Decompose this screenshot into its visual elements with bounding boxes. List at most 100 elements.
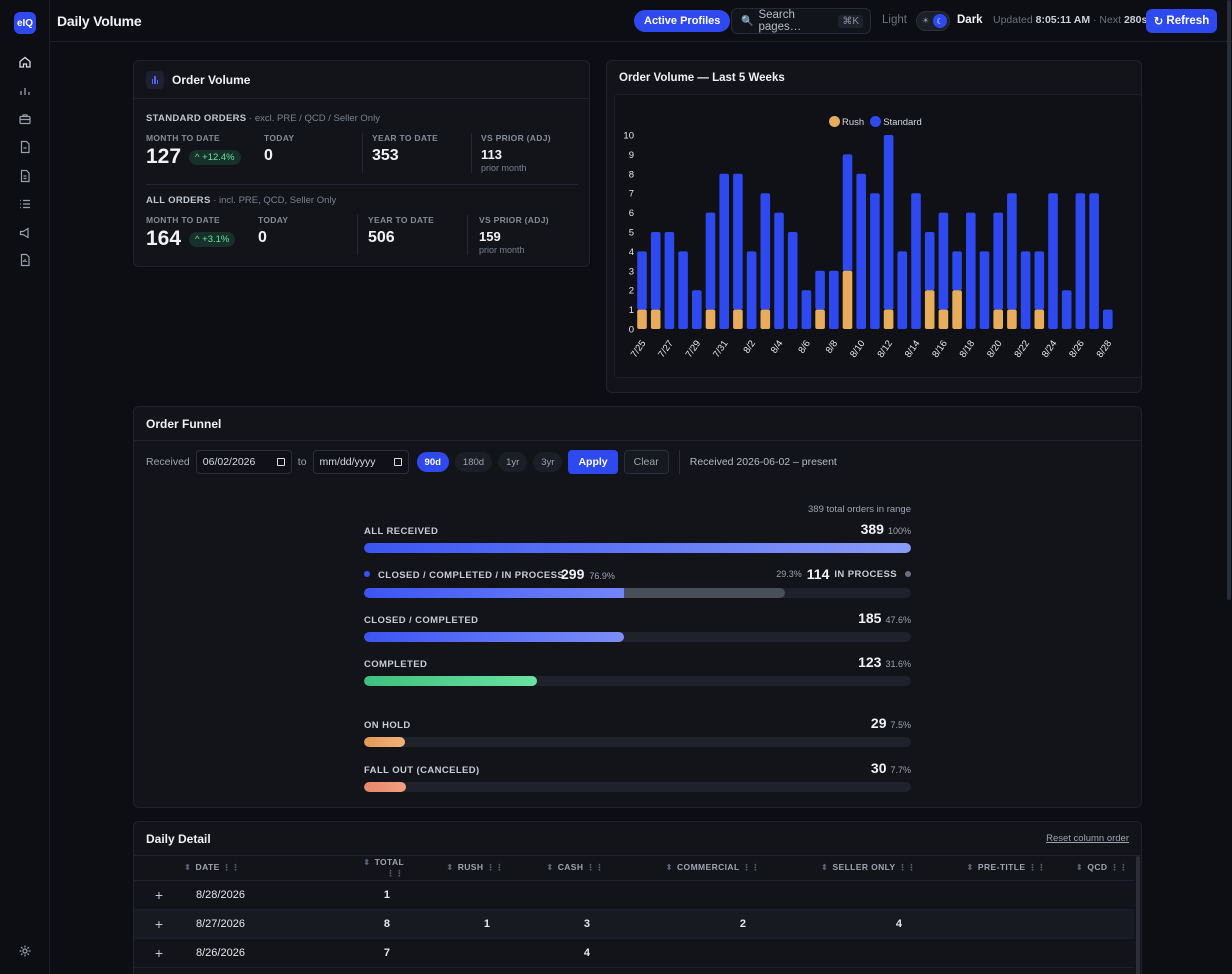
theme-toggle[interactable]: ☀ ☾ [916,11,950,31]
stat-value: 353 [372,147,399,164]
preset-180d[interactable]: 180d [454,452,493,472]
preset-90d[interactable]: 90d [416,452,449,472]
preset-3yr[interactable]: 3yr [533,452,563,472]
y-tick-label: 7 [629,189,634,200]
chart-legend: Rush Standard [829,116,922,128]
order-volume-card: Order Volume STANDARD ORDERS · excl. PRE… [133,60,590,267]
from-date-input[interactable]: 06/02/2026 [195,450,292,474]
stat-label: MONTH TO DATE [146,133,220,143]
table-row[interactable]: +8/26/2026 7 4 [134,938,1134,967]
bar-standard [774,212,784,329]
app-logo[interactable]: eIQ [14,12,36,34]
standard-prior: VS PRIOR (ADJ) 113 prior month [481,133,551,173]
bar-standard [966,212,976,329]
cell-cash: 3 [583,917,590,930]
from-date-value: 06/02/2026 [202,456,256,468]
standard-orders-title: STANDARD ORDERS [146,113,247,124]
theme-light-label[interactable]: Light [882,14,907,26]
clear-button[interactable]: Clear [623,450,669,474]
standard-orders-note: · excl. PRE / QCD / Seller Only [246,113,380,124]
column-header-rush[interactable]: ⬍ RUSH ⋮⋮ [446,862,504,873]
cell-total: 8 [383,917,390,930]
bar-standard [1034,251,1045,310]
list-icon[interactable] [18,197,32,211]
column-header-label: PRE-TITLE [977,862,1026,873]
delta-badge: ^ +3.1% [189,231,236,247]
x-tick-label: 8/18 [958,338,978,359]
column-header-commercial[interactable]: ⬍ COMMERCIAL ⋮⋮ [665,862,760,873]
funnel-fill [364,676,537,686]
column-header-seller-only[interactable]: ⬍ SELLER ONLY ⋮⋮ [820,862,916,873]
all-mtd: MONTH TO DATE 164 ^ +3.1% [146,215,236,251]
preset-1yr[interactable]: 1yr [498,452,528,472]
search-input[interactable]: 🔍 Search pages… ⌘K [731,8,871,34]
funnel-count: 299 [561,566,585,582]
funnel-fill-closed [364,588,625,598]
briefcase-icon[interactable] [18,112,32,126]
divider [467,215,468,255]
table-scrollbar[interactable] [1136,856,1140,974]
expand-row-icon[interactable]: + [154,915,164,932]
column-header-cash[interactable]: ⬍ CASH ⋮⋮ [546,862,604,873]
chart-icon[interactable] [18,84,32,98]
refresh-button[interactable]: ↻ Refresh [1146,9,1217,33]
y-tick-label: 10 [623,131,634,142]
expand-row-icon[interactable]: + [154,944,164,961]
funnel-label-all-received: ALL RECEIVED [364,526,439,537]
x-tick-label: 7/25 [629,338,649,359]
bar-rush [1034,309,1045,329]
cell-total: 1 [383,888,390,901]
file-icon[interactable] [18,140,32,154]
order-volume-title: Order Volume [172,72,251,87]
column-header-pre-title[interactable]: ⬍ PRE-TITLE ⋮⋮ [966,862,1046,873]
report-icon[interactable] [18,253,32,267]
funnel-bar-all-received [364,543,911,553]
bar-standard [1089,193,1099,329]
cell-seller-only [760,880,916,909]
to-date-placeholder: mm/dd/yyyy [319,456,376,468]
column-header-total[interactable]: ⬍ TOTAL ⋮⋮ [363,856,404,878]
apply-button[interactable]: Apply [568,450,618,474]
table-row[interactable]: +8/27/2026 8 1 3 2 4 [134,909,1134,938]
legend-rush[interactable]: Rush [829,116,864,128]
bar-standard [1048,193,1058,329]
table-row[interactable]: +8/28/2026 1 [134,880,1134,909]
theme-dark-label[interactable]: Dark [957,14,983,26]
daily-detail-header: Daily Detail Reset column order [134,822,1141,856]
funnel-fill [364,543,911,553]
bar-standard [897,251,908,329]
all-orders-note: · incl. PRE, QCD, Seller Only [210,195,337,206]
cell-total: 7 [383,946,390,959]
page-scrollbar[interactable] [1227,0,1231,600]
x-tick-label: 7/29 [684,338,704,359]
gear-icon[interactable] [18,944,32,958]
megaphone-icon[interactable] [18,226,32,240]
reset-column-order-link[interactable]: Reset column order [1046,833,1129,844]
funnel-value-all-received: 389 100% [861,521,911,537]
column-header-qcd[interactable]: ⬍ QCD ⋮⋮ [1075,862,1128,873]
cell-date: 8/26/2026 [196,946,245,959]
column-header-label: COMMERCIAL [677,862,740,873]
standard-today: TODAY 0 [264,133,294,165]
search-shortcut: ⌘K [838,14,863,28]
bar-standard [1020,251,1031,329]
stat-sub: prior month [481,163,527,173]
range-summary: Received 2026-06-02 – present [678,450,837,474]
home-icon[interactable] [18,55,32,69]
funnel-value-on-hold: 29 7.5% [871,715,911,731]
stat-label: VS PRIOR (ADJ) [481,133,551,143]
column-header-label: TOTAL [374,856,404,867]
bar-rush [842,270,853,329]
legend-standard[interactable]: Standard [870,116,922,128]
column-header-date[interactable]: ⬍ DATE ⋮⋮ [184,862,241,873]
funnel-pct: 29.3% [776,569,802,579]
expand-row-icon[interactable]: + [154,886,164,903]
to-label: to [297,456,307,468]
to-date-input[interactable]: mm/dd/yyyy [312,450,409,474]
active-profiles-button[interactable]: Active Profiles [634,10,731,32]
document-icon[interactable] [18,169,32,183]
stat-value: 164 [146,227,182,250]
all-orders-label: ALL ORDERS · incl. PRE, QCD, Seller Only [146,195,336,206]
x-tick-label: 8/14 [903,338,923,359]
standard-mtd: MONTH TO DATE 127 ^ +12.4% [146,133,241,169]
